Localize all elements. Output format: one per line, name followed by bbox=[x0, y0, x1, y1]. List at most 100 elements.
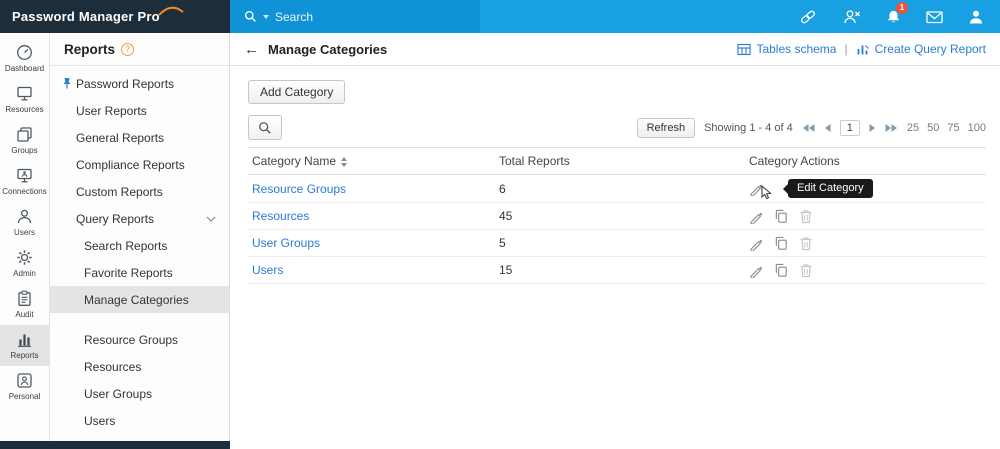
help-icon[interactable]: ? bbox=[121, 42, 135, 56]
sidebar-item-groups[interactable]: Groups bbox=[0, 120, 49, 161]
category-actions bbox=[749, 263, 982, 278]
category-link[interactable]: User Groups bbox=[252, 236, 321, 250]
add-category-button[interactable]: Add Category bbox=[248, 80, 346, 104]
delete-icon[interactable] bbox=[799, 209, 813, 224]
showing-text: Showing 1 - 4 of 4 bbox=[704, 121, 793, 134]
user-icon[interactable] bbox=[968, 9, 984, 25]
dashboard-icon bbox=[17, 45, 32, 60]
table-row: User Groups 5 bbox=[248, 229, 986, 257]
pin-icon bbox=[63, 78, 71, 89]
search-placeholder: Search bbox=[275, 9, 314, 24]
categories-table: Category Name Total Reports Category Act… bbox=[248, 147, 986, 284]
table-schema-icon bbox=[737, 43, 751, 55]
chain-link-icon[interactable] bbox=[798, 10, 818, 24]
page-size-50[interactable]: 50 bbox=[927, 121, 940, 134]
sidebar-item-custom-reports[interactable]: Custom Reports bbox=[76, 184, 163, 199]
sidebar-item-password-reports[interactable]: Password Reports bbox=[50, 70, 229, 97]
sidebar-item-query-reports[interactable]: Query Reports bbox=[50, 205, 229, 232]
resources-icon bbox=[17, 86, 32, 101]
sidebar-item-compliance-reports[interactable]: Compliance Reports bbox=[76, 157, 185, 172]
page-size-options: 25 50 75 100 bbox=[907, 122, 986, 134]
page-header: ← Manage Categories Tables schema | Crea… bbox=[230, 33, 1000, 66]
user-x-icon[interactable] bbox=[843, 9, 861, 25]
edit-icon[interactable] bbox=[749, 181, 764, 196]
notification-badge: 1 bbox=[896, 1, 908, 14]
move-reports-icon[interactable] bbox=[774, 236, 789, 251]
reports-bar-chart-icon bbox=[18, 334, 31, 347]
sidebar-item-audit[interactable]: Audit bbox=[0, 284, 49, 325]
personal-icon bbox=[17, 373, 32, 388]
page-number-box[interactable]: 1 bbox=[839, 119, 860, 136]
delete-icon[interactable] bbox=[799, 236, 813, 251]
topbar-blue-section: Search 1 bbox=[230, 0, 1000, 33]
move-reports-icon[interactable] bbox=[774, 209, 789, 224]
bell-icon[interactable]: 1 bbox=[886, 1, 908, 25]
delete-icon[interactable] bbox=[799, 263, 813, 278]
sidebar-item-search-reports[interactable]: Search Reports bbox=[84, 238, 168, 253]
back-icon[interactable]: ← bbox=[244, 40, 259, 58]
table-search-button[interactable] bbox=[248, 115, 282, 140]
category-link[interactable]: Resource Groups bbox=[252, 181, 347, 196]
admin-gear-icon bbox=[17, 250, 32, 265]
first-page-icon[interactable] bbox=[802, 123, 815, 133]
sidebar-item-users[interactable]: Users bbox=[0, 202, 49, 243]
sidebar-item-general-reports[interactable]: General Reports bbox=[76, 130, 165, 145]
page-size-25[interactable]: 25 bbox=[906, 121, 920, 134]
sidebar-item-users[interactable]: Users bbox=[84, 413, 116, 428]
last-page-icon[interactable] bbox=[885, 123, 898, 133]
sort-icon[interactable] bbox=[341, 156, 348, 167]
header-links-divider: | bbox=[844, 42, 848, 56]
sidebar-item-personal[interactable]: Personal bbox=[0, 366, 49, 407]
sidebar-item-user-groups[interactable]: User Groups bbox=[84, 386, 153, 401]
manage-categories-content: Add Category Refresh Showing 1 - 4 of 4 … bbox=[230, 66, 1000, 284]
reports-menu-panel: Reports ? Password Reports User Reports … bbox=[50, 33, 230, 449]
table-search-icon bbox=[259, 121, 271, 134]
sidebar-item-resources[interactable]: Resources bbox=[84, 359, 142, 374]
create-query-report-link[interactable]: Create Query Report bbox=[856, 42, 986, 56]
col-category-actions: Category Actions bbox=[749, 154, 840, 168]
logo-area: Password Manager Pro bbox=[0, 0, 230, 33]
edit-category-tooltip: Edit Category bbox=[788, 179, 873, 198]
search-scope-caret-icon bbox=[263, 14, 269, 19]
page-size-75[interactable]: 75 bbox=[947, 121, 960, 134]
topbar: Password Manager Pro Search 1 bbox=[0, 0, 1000, 33]
groups-icon bbox=[17, 127, 32, 142]
edit-icon[interactable] bbox=[749, 263, 764, 278]
sidebar-item-admin[interactable]: Admin bbox=[0, 243, 49, 284]
refresh-button[interactable]: Refresh bbox=[636, 117, 696, 138]
sidebar-item-connections[interactable]: Connections bbox=[0, 161, 49, 202]
sidebar-item-manage-categories[interactable]: Manage Categories bbox=[50, 286, 229, 313]
sidebar-item-favorite-reports[interactable]: Favorite Reports bbox=[84, 265, 173, 280]
menu-title: Reports bbox=[64, 41, 116, 57]
sidebar-item-dashboard[interactable]: Dashboard bbox=[0, 38, 49, 79]
create-report-icon bbox=[857, 44, 869, 54]
logo-swoosh-icon bbox=[158, 6, 184, 16]
global-search-bar[interactable]: Search bbox=[230, 0, 480, 33]
move-reports-icon[interactable] bbox=[774, 263, 789, 278]
total-reports-value: 45 bbox=[499, 209, 513, 223]
sidebar-item-user-reports[interactable]: User Reports bbox=[76, 103, 147, 118]
users-icon bbox=[17, 209, 32, 224]
table-row: Resources 45 bbox=[248, 202, 986, 230]
menu-list: Password Reports User Reports General Re… bbox=[50, 66, 229, 434]
category-actions: Edit Category bbox=[749, 179, 982, 200]
main-content: ← Manage Categories Tables schema | Crea… bbox=[230, 33, 1000, 449]
previous-page-icon[interactable] bbox=[824, 123, 831, 133]
chevron-down-icon bbox=[206, 216, 216, 222]
sidebar-item-resource-groups[interactable]: Resource Groups bbox=[84, 332, 179, 347]
mail-icon[interactable] bbox=[926, 10, 943, 24]
category-link[interactable]: Users bbox=[252, 263, 284, 277]
category-link[interactable]: Resources bbox=[252, 209, 310, 223]
edit-icon[interactable] bbox=[749, 209, 764, 224]
table-row: Users 15 bbox=[248, 256, 986, 284]
pagination-controls: Refresh Showing 1 - 4 of 4 1 25 50 75 10… bbox=[636, 117, 986, 138]
sidebar-footer-bar bbox=[0, 441, 230, 449]
next-page-icon[interactable] bbox=[869, 123, 876, 133]
page-size-100[interactable]: 100 bbox=[967, 121, 986, 134]
sidebar-item-reports[interactable]: Reports bbox=[0, 325, 49, 366]
tables-schema-link[interactable]: Tables schema bbox=[737, 42, 836, 56]
sidebar-item-resources[interactable]: Resources bbox=[0, 79, 49, 120]
col-total-reports: Total Reports bbox=[499, 154, 570, 168]
edit-icon[interactable] bbox=[749, 236, 764, 251]
